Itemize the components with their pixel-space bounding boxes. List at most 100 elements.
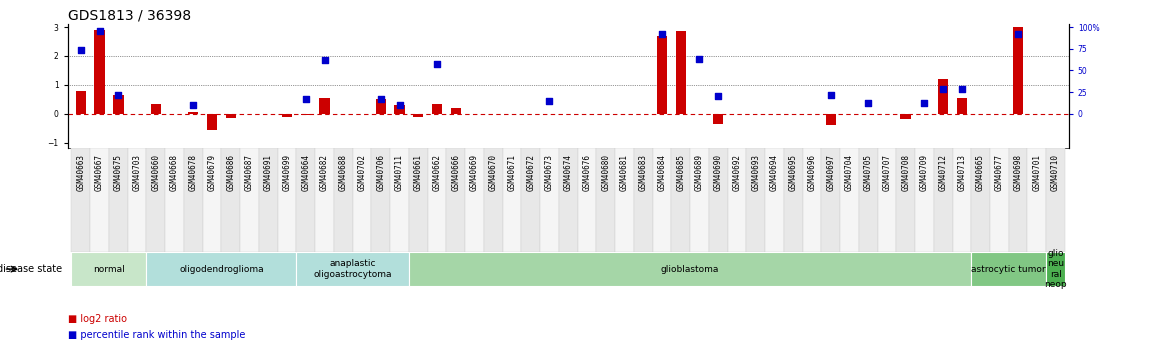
Point xyxy=(371,96,390,102)
Bar xyxy=(802,148,821,252)
Text: GSM40697: GSM40697 xyxy=(826,154,835,190)
Text: GSM40690: GSM40690 xyxy=(714,154,723,190)
Bar xyxy=(300,114,311,115)
Text: GSM40685: GSM40685 xyxy=(676,154,686,190)
Bar xyxy=(877,148,896,252)
Bar xyxy=(578,148,597,252)
Bar xyxy=(840,148,858,252)
Bar xyxy=(858,148,877,252)
Text: GSM40696: GSM40696 xyxy=(807,154,816,190)
Bar xyxy=(278,148,297,252)
Bar xyxy=(222,148,241,252)
Bar xyxy=(672,148,690,252)
Point xyxy=(427,61,446,67)
Point xyxy=(709,93,728,99)
Bar xyxy=(409,148,427,252)
Point xyxy=(933,87,952,92)
Bar xyxy=(821,148,840,252)
Point xyxy=(297,96,315,102)
Text: GSM40671: GSM40671 xyxy=(508,154,516,190)
Text: GSM40705: GSM40705 xyxy=(863,154,872,190)
Text: oligodendroglioma: oligodendroglioma xyxy=(179,265,264,274)
Bar xyxy=(319,98,329,114)
Text: GSM40703: GSM40703 xyxy=(133,154,141,190)
Text: GSM40686: GSM40686 xyxy=(227,154,235,190)
Text: GSM40665: GSM40665 xyxy=(976,154,985,190)
Point xyxy=(953,87,972,92)
Bar xyxy=(113,95,124,114)
Bar xyxy=(225,114,236,118)
Bar xyxy=(728,148,746,252)
Text: GSM40677: GSM40677 xyxy=(995,154,1003,190)
Text: GSM40674: GSM40674 xyxy=(564,154,572,190)
Bar xyxy=(1047,252,1065,286)
Text: GSM40687: GSM40687 xyxy=(245,154,255,190)
Point xyxy=(71,48,90,53)
Point xyxy=(1009,31,1028,37)
Bar xyxy=(521,148,540,252)
Text: GSM40666: GSM40666 xyxy=(451,154,460,190)
Text: GSM40704: GSM40704 xyxy=(844,154,854,190)
Bar xyxy=(413,114,424,117)
Text: GSM40680: GSM40680 xyxy=(602,154,610,190)
Text: ■ percentile rank within the sample: ■ percentile rank within the sample xyxy=(68,330,245,339)
Bar xyxy=(95,30,105,114)
Bar xyxy=(597,148,616,252)
Text: GSM40706: GSM40706 xyxy=(376,154,385,190)
Bar xyxy=(938,79,948,114)
Text: GSM40701: GSM40701 xyxy=(1033,154,1042,190)
Bar xyxy=(297,148,315,252)
Bar xyxy=(446,148,465,252)
Bar xyxy=(432,104,443,114)
Text: GSM40713: GSM40713 xyxy=(958,154,966,190)
Bar xyxy=(784,148,802,252)
Bar xyxy=(241,148,259,252)
Text: ■ log2 ratio: ■ log2 ratio xyxy=(68,314,127,324)
Bar xyxy=(109,148,127,252)
Text: GSM40673: GSM40673 xyxy=(545,154,554,190)
Text: GSM40698: GSM40698 xyxy=(1014,154,1023,190)
Point xyxy=(185,102,203,108)
Bar xyxy=(165,148,185,252)
Bar xyxy=(972,148,990,252)
Bar xyxy=(376,99,385,114)
Bar xyxy=(76,91,86,114)
Bar xyxy=(185,148,203,252)
Point xyxy=(109,92,127,97)
Text: GSM40702: GSM40702 xyxy=(357,154,367,190)
Bar xyxy=(1009,148,1028,252)
Text: disease state: disease state xyxy=(0,264,62,274)
Text: GSM40682: GSM40682 xyxy=(320,154,329,190)
Bar xyxy=(315,148,334,252)
Text: GSM40711: GSM40711 xyxy=(395,154,404,190)
Text: GSM40708: GSM40708 xyxy=(902,154,910,190)
Text: GSM40684: GSM40684 xyxy=(658,154,667,190)
Text: GSM40710: GSM40710 xyxy=(1051,154,1061,190)
Text: GSM40670: GSM40670 xyxy=(488,154,498,190)
Bar xyxy=(901,114,911,119)
Text: GSM40664: GSM40664 xyxy=(301,154,311,190)
Bar xyxy=(933,148,952,252)
Bar xyxy=(653,148,672,252)
Text: glio
neu
ral
neop: glio neu ral neop xyxy=(1044,249,1066,289)
Bar xyxy=(390,148,409,252)
Bar xyxy=(334,148,353,252)
Text: GSM40695: GSM40695 xyxy=(788,154,798,190)
Bar xyxy=(465,148,484,252)
Text: GSM40679: GSM40679 xyxy=(208,154,216,190)
Point xyxy=(653,31,672,37)
Bar xyxy=(353,148,371,252)
Bar xyxy=(1013,27,1023,114)
Bar xyxy=(826,114,836,125)
Bar xyxy=(957,98,967,114)
Point xyxy=(858,100,877,106)
Bar xyxy=(297,252,409,286)
Text: GSM40669: GSM40669 xyxy=(470,154,479,190)
Text: GSM40672: GSM40672 xyxy=(527,154,535,190)
Text: GSM40678: GSM40678 xyxy=(189,154,197,190)
Bar xyxy=(972,252,1047,286)
Point xyxy=(540,98,558,104)
Bar xyxy=(146,148,165,252)
Bar xyxy=(395,105,404,114)
Text: GSM40707: GSM40707 xyxy=(882,154,891,190)
